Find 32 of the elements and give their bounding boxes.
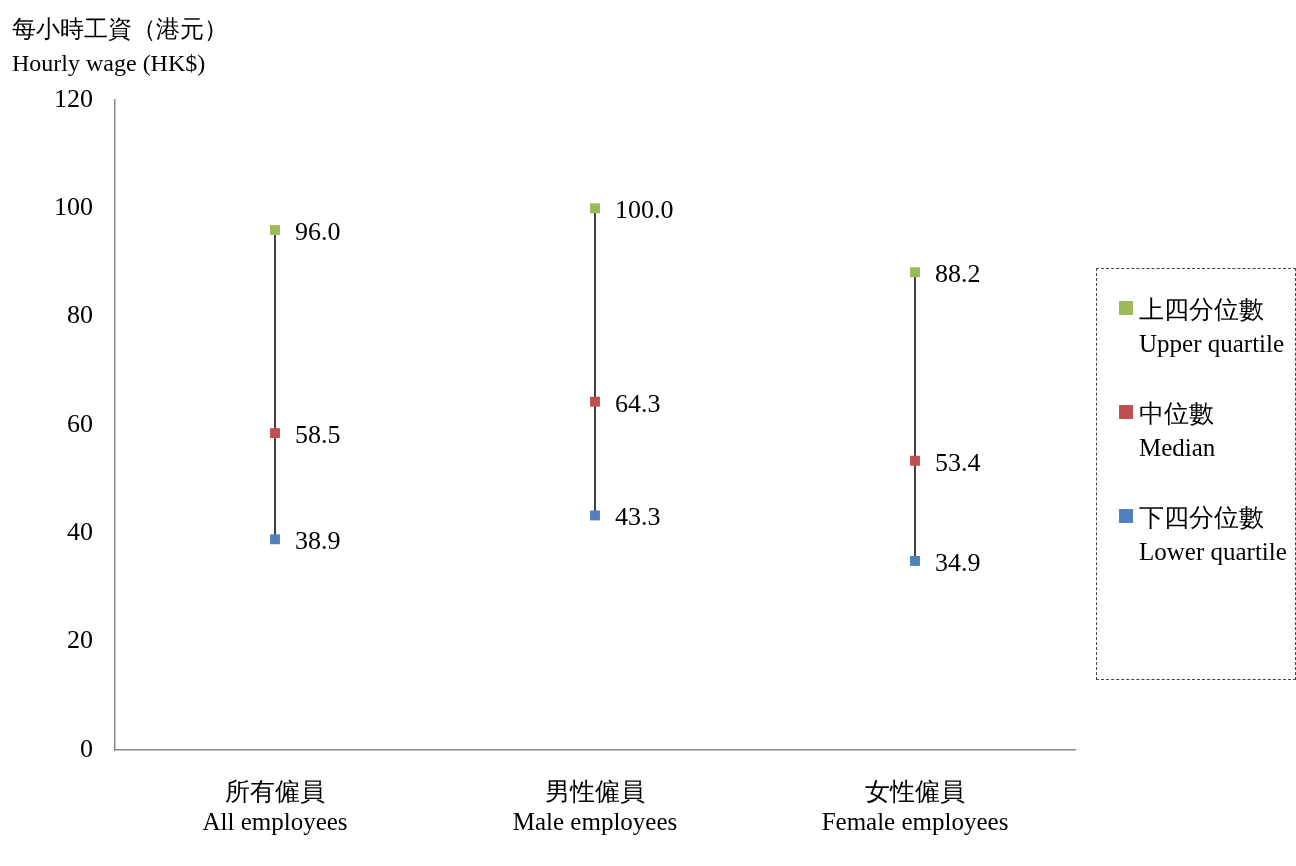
point [910, 455, 920, 466]
data-label: 88.2 [935, 259, 981, 289]
x-tick-label: 女性僱員 Female employees [821, 777, 1009, 835]
y-tick-label: 100 [54, 192, 93, 222]
y-tick-label: 60 [67, 408, 93, 438]
y-axis-title: 每小時工資（港元） Hourly wage (HK$) [12, 15, 228, 78]
data-label: 96.0 [295, 216, 341, 246]
x-tick-label: 男性僱員 Male employees [512, 777, 678, 835]
y-tick-label: 0 [80, 733, 93, 763]
point [590, 510, 600, 521]
point [270, 225, 280, 235]
data-label: 58.5 [295, 419, 341, 449]
y-tick-label: 120 [54, 83, 93, 113]
data-label: 43.3 [615, 502, 661, 532]
data-label: 53.4 [935, 447, 981, 477]
point [590, 203, 600, 214]
legend-label: 上四分位數 Upper quartile [1139, 295, 1286, 359]
data-label: 38.9 [295, 526, 341, 556]
point [270, 534, 280, 545]
y-tick-label: 40 [67, 517, 93, 547]
y-tick-label: 20 [67, 625, 93, 655]
data-label: 34.9 [935, 547, 981, 577]
point [910, 556, 920, 566]
point [910, 267, 920, 278]
point [590, 396, 600, 407]
data-label: 100.0 [615, 195, 674, 225]
point [270, 428, 280, 439]
data-label: 64.3 [615, 388, 661, 418]
y-tick-label: 80 [67, 300, 93, 330]
legend-label: 中位數 Median [1139, 399, 1217, 463]
x-tick-label: 所有僱員 All employees [202, 777, 348, 835]
legend-label: 下四分位數 Lower quartile [1139, 503, 1288, 567]
